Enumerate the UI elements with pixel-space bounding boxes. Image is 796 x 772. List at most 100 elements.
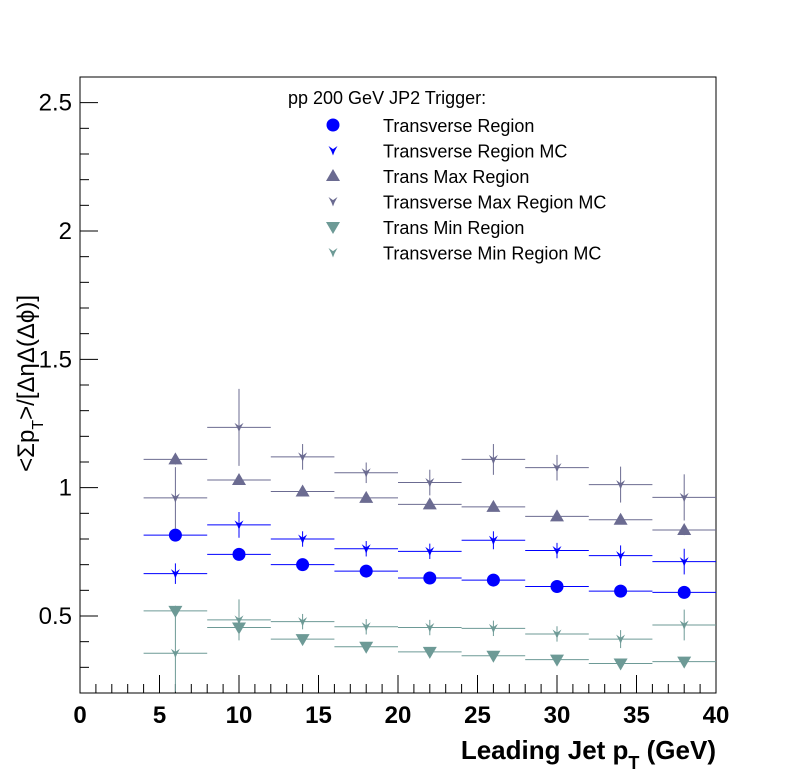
point-marker [679,557,689,567]
legend: pp 200 GeV JP2 Trigger: Transverse Region… [288,88,606,264]
point-marker [170,493,180,503]
point-marker [295,484,310,497]
x-axis-title-unit: (GeV) [639,735,716,765]
series-transverse-min-region-mc [143,599,716,692]
data-point [270,634,335,647]
data-point [461,573,526,587]
data-point [652,585,716,599]
point-marker [616,634,626,645]
legend-entry: Transverse Max Region MC [328,193,606,213]
x-tick-label: 35 [623,702,650,729]
point-marker [168,452,183,465]
point-marker [359,490,374,503]
point-marker [486,650,501,663]
legend-entry: Transverse Min Region MC [328,244,601,264]
data-point [207,599,271,641]
point-marker [423,571,437,585]
x-tick-label: 10 [226,702,253,729]
legend-entry: Trans Min Region [326,218,524,238]
data-point [398,619,462,636]
point-marker [295,634,310,647]
legend-marker [328,146,338,156]
data-point [398,646,462,659]
series-trans-max-region [143,452,716,536]
data-point [207,512,271,538]
y-tick-label: 1.5 [39,346,72,373]
data-point [143,563,208,584]
legend-title: pp 200 GeV JP2 Trigger: [288,88,486,108]
x-axis-title-sub: T [628,753,639,772]
point-marker [234,422,244,433]
point-marker [616,551,626,561]
x-axis-title: Leading Jet pT (GeV) [461,735,716,772]
data-point [588,584,653,598]
x-tick-label: 0 [73,702,86,729]
point-marker [552,463,562,473]
data-point [334,490,398,503]
data-point [588,630,653,649]
point-marker [361,622,371,632]
point-marker [550,654,564,667]
x-tick-label: 20 [385,702,412,729]
point-marker [486,573,500,587]
x-tick-label: 5 [153,702,166,729]
data-point [588,512,653,525]
point-marker [170,569,180,579]
legend-marker [328,248,338,258]
point-marker [425,623,435,633]
data-point [461,444,526,475]
data-point [652,523,716,536]
data-point [207,547,271,561]
legend-marker [328,197,338,207]
y-tick-label: 1 [59,475,72,502]
x-tick-label: 25 [464,702,491,729]
data-point [461,499,526,512]
x-axis-title-main: Leading Jet p [461,735,629,765]
series-trans-min-region [143,605,716,671]
point-marker [168,605,183,618]
data-point [525,654,589,667]
legend-entry: Trans Max Region [326,167,529,187]
y-axis-title-rest: >/[ΔηΔ(Δϕ)] [13,295,40,420]
point-marker [552,546,562,556]
data-point [588,658,653,671]
data-point [525,626,589,642]
point-marker [361,468,371,478]
legend-marker [326,118,340,132]
y-tick-label: 2 [59,218,72,245]
data-point [652,548,716,575]
legend-marker [326,222,340,234]
x-tick-labels: 0 5 10 15 20 25 30 35 40 [73,702,729,729]
legend-label: Transverse Region MC [383,142,567,162]
x-tick-label: 40 [703,702,730,729]
y-tick-labels: 0.5 1 1.5 2 2.5 [39,90,72,630]
point-marker [232,472,246,485]
data-point [525,542,589,559]
data-point [525,579,589,593]
y-axis-title-main: <Σp [13,430,40,472]
point-marker [296,558,310,572]
point-marker [168,528,182,542]
data-point [143,528,208,542]
data-point [143,452,208,465]
point-marker [422,497,437,510]
data-point [207,472,271,485]
x-tick-label: 15 [305,702,332,729]
data-point [525,509,589,522]
data-point [461,620,526,637]
point-marker [359,641,374,654]
point-marker [298,534,308,544]
data-point [398,497,462,510]
y-tick-label: 0.5 [39,603,72,630]
data-point [461,531,526,550]
data-point [143,614,208,692]
data-point [334,619,398,635]
series-transverse-region [143,528,716,599]
data-point [270,484,335,497]
data-point [270,558,335,572]
point-marker [614,584,628,598]
data-point [525,454,589,481]
data-point [398,571,462,585]
point-marker [677,656,692,669]
